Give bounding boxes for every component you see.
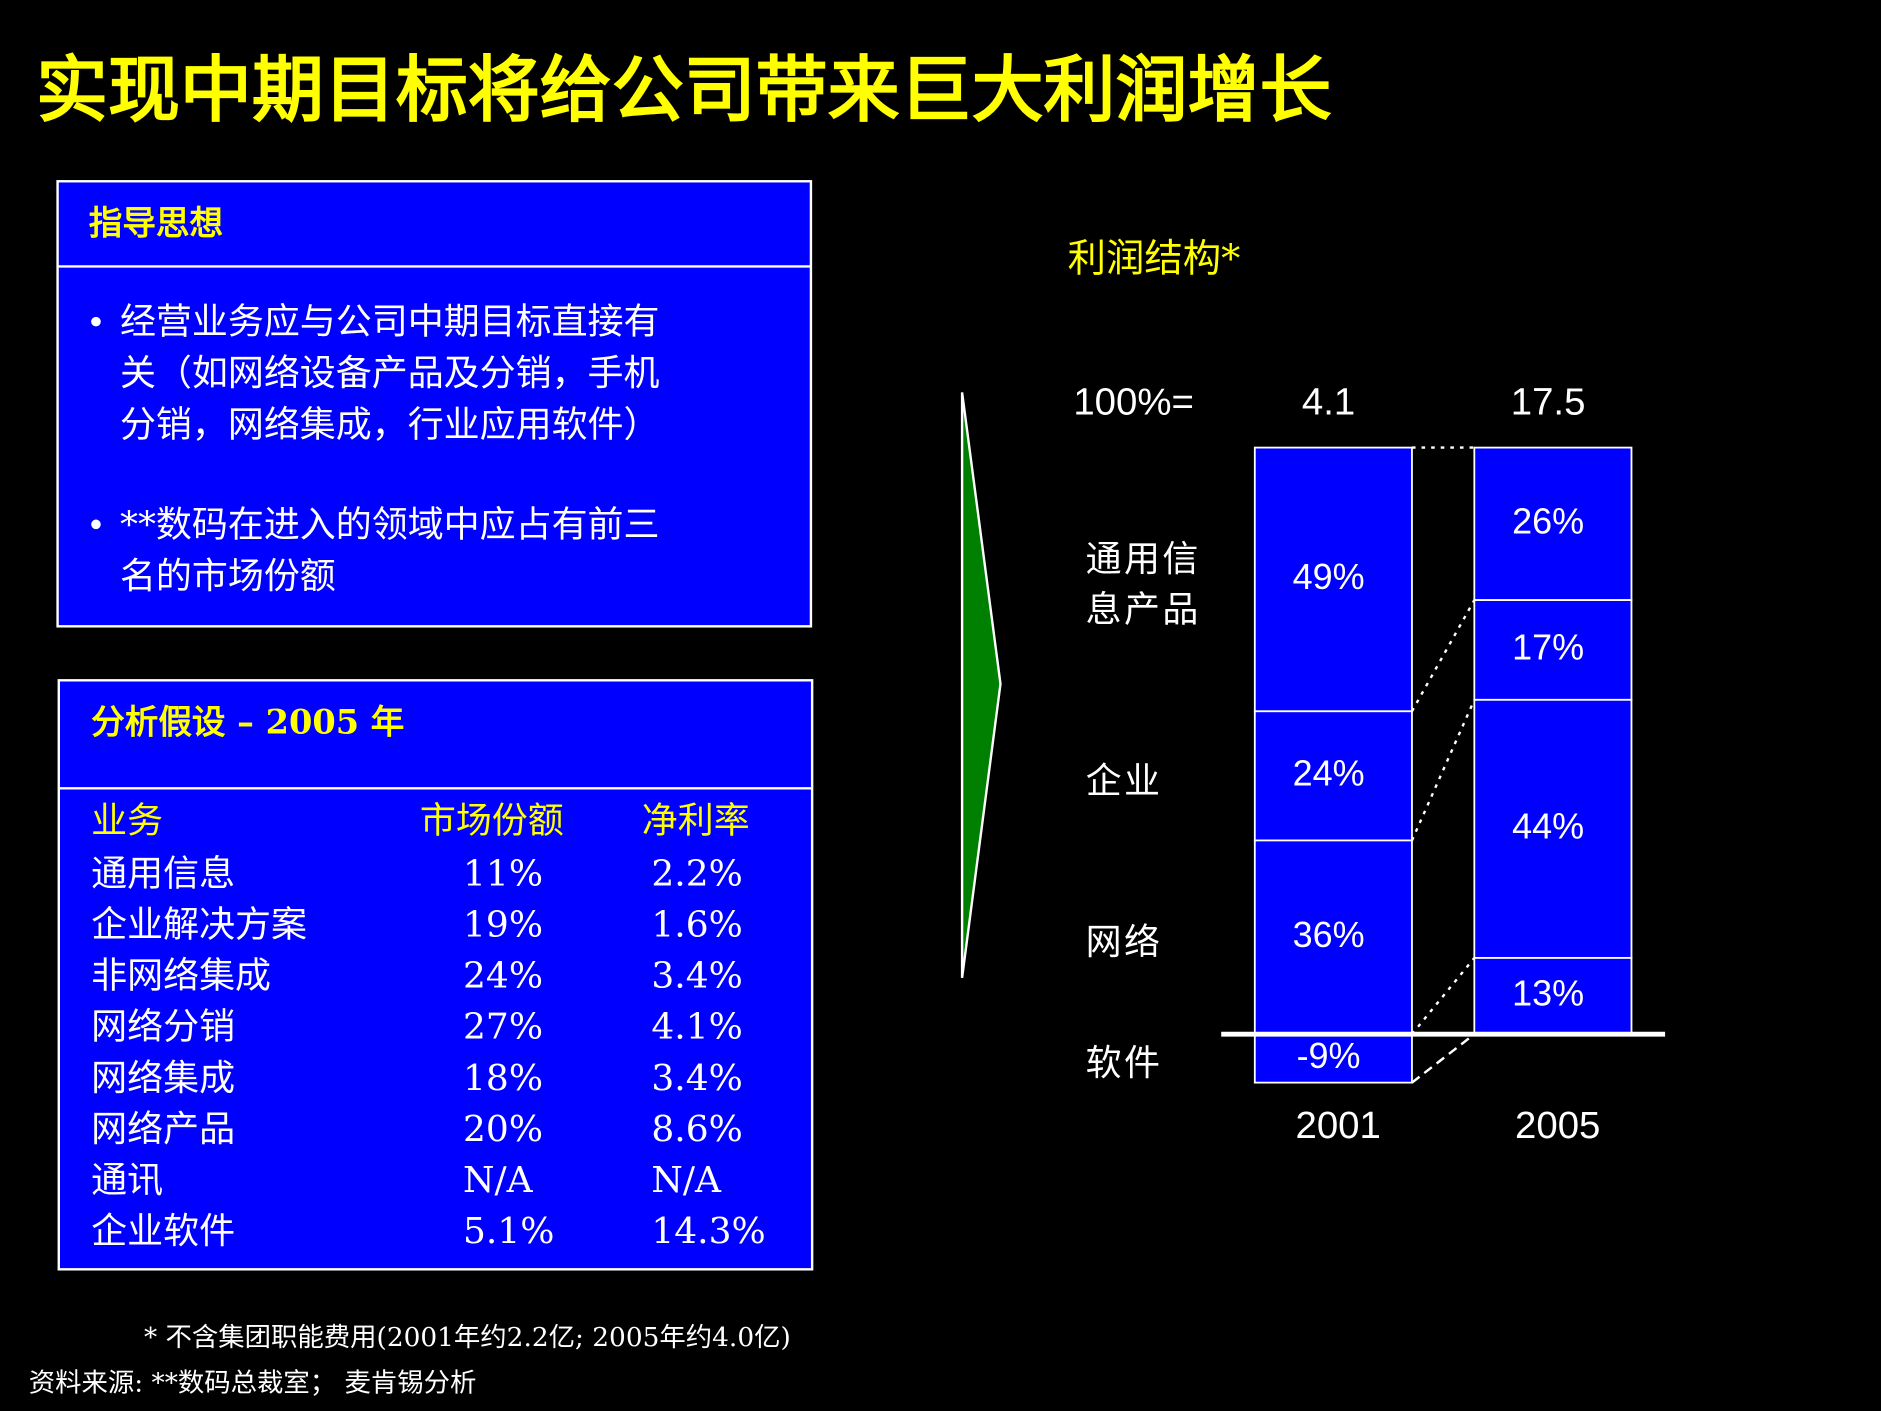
value-label: 26%: [1512, 500, 1584, 541]
bullet-line: 分销，网络集成，行业应用软件）: [120, 405, 660, 446]
table-cell: 企业软件: [91, 1211, 235, 1252]
table-cell: 通用信息: [91, 853, 235, 894]
bullet-dot: [91, 519, 101, 530]
bar-segment: [1253, 839, 1413, 1036]
table-cell: 4.1%: [651, 1007, 742, 1048]
bar-segment: [1473, 957, 1633, 1036]
connector: [1411, 957, 1476, 1035]
series-label-box: 软件: [1085, 1042, 1163, 1085]
table-header: 净利率: [642, 801, 750, 842]
value-label: 49%: [1293, 556, 1365, 597]
series-label: 通用信息产品: [1085, 538, 1201, 632]
connector: [1411, 1033, 1476, 1084]
slide-title: 实现中期目标将给公司带来巨大利润增长: [36, 47, 1331, 132]
table-cell: 1.6%: [651, 904, 742, 945]
table-cell: 11%: [463, 853, 543, 894]
chart-title: 利润结构*: [1068, 237, 1241, 282]
table-cell: 3.4%: [651, 1058, 742, 1099]
table-cell: 网络分销: [91, 1007, 235, 1048]
series-label-box: 网络: [1085, 921, 1163, 964]
bar-segment: [1473, 446, 1633, 602]
guidance-box: [56, 180, 813, 628]
table-cell: 8.6%: [651, 1109, 742, 1150]
bullet-line: 名的市场份额: [120, 556, 336, 597]
table-cell: 19%: [463, 904, 543, 945]
bar-segment: [1253, 1033, 1413, 1084]
total-value: 4.1: [1302, 381, 1355, 424]
connector: [1410, 699, 1476, 841]
table-cell: 2.2%: [651, 853, 742, 894]
bar-segment: [1473, 698, 1633, 959]
series-label-box: 通用信息产品: [1085, 538, 1201, 632]
total-value: 17.5: [1511, 381, 1586, 424]
value-label: 17%: [1512, 626, 1584, 667]
arrow: [960, 392, 1002, 978]
table-cell: 通讯: [91, 1160, 163, 1201]
value-label: 44%: [1512, 805, 1584, 846]
table-header: 业务: [91, 801, 163, 842]
bullet-line: 关（如网络设备产品及分销，手机: [120, 353, 660, 394]
series-label-box: 企业: [1085, 760, 1163, 803]
source: 资料来源: **数码总裁室； 麦肯锡分析: [29, 1368, 477, 1398]
value-label: 36%: [1293, 914, 1365, 955]
table-cell: 5.1%: [463, 1211, 554, 1252]
table-cell: 18%: [463, 1058, 543, 1099]
value-label: 13%: [1512, 973, 1584, 1014]
bullet-list: 经营业务应与公司中期目标直接有关（如网络设备产品及分销，手机分销，网络集成，行业…: [91, 302, 660, 597]
table-cell: 27%: [463, 1007, 543, 1048]
connector: [1410, 599, 1476, 712]
total-label: 100%=: [1073, 381, 1194, 424]
series-label: 网络: [1085, 921, 1163, 964]
series-label: 软件: [1085, 1042, 1163, 1085]
bullet-line: 经营业务应与公司中期目标直接有: [120, 302, 660, 343]
table-cell: 3.4%: [651, 956, 742, 997]
table-header: 市场份额: [420, 801, 564, 842]
table-cell: 24%: [463, 956, 543, 997]
x-tick-label: 2001: [1295, 1104, 1380, 1147]
assumptions-box: [57, 679, 814, 1271]
box-heading: 分析假设 – 2005 年: [91, 702, 404, 742]
table-cell: 网络集成: [91, 1058, 235, 1099]
table-cell: N/A: [651, 1160, 722, 1201]
box-heading: 指导思想: [89, 203, 223, 243]
table-cell: 企业解决方案: [91, 904, 307, 945]
table-cell: N/A: [463, 1160, 534, 1201]
bullet-line: **数码在进入的领域中应占有前三: [120, 504, 660, 545]
table-cell: 非网络集成: [91, 956, 271, 997]
value-label: 24%: [1293, 752, 1365, 793]
series-label: 企业: [1085, 760, 1163, 803]
chart: 49% 26% 通用信息产品 24% 17% 企业 36% 44% 网络 -9% 13% 软件 2001…: [1085, 381, 1666, 1147]
footnote: * 不含集团职能费用(2001年约2.2亿; 2005年约4.0亿): [144, 1323, 791, 1353]
value-label: -9%: [1297, 1035, 1361, 1076]
x-tick-label: 2005: [1515, 1104, 1600, 1147]
table-cell: 网络产品: [91, 1109, 235, 1150]
table-cell: 14.3%: [651, 1211, 765, 1252]
bullet-dot: [91, 316, 101, 327]
table-cell: 20%: [463, 1109, 543, 1150]
